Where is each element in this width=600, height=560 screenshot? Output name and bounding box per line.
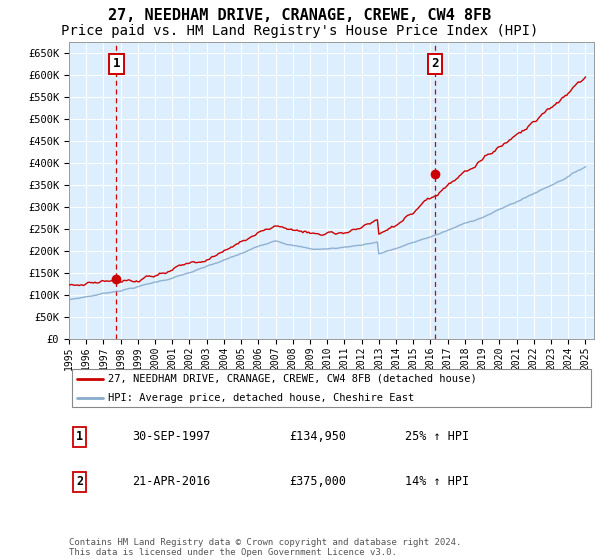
Text: £134,950: £134,950 [290, 431, 347, 444]
Text: 14% ↑ HPI: 14% ↑ HPI [405, 475, 469, 488]
Text: 30-SEP-1997: 30-SEP-1997 [132, 431, 211, 444]
Text: 1: 1 [76, 431, 83, 444]
Text: Contains HM Land Registry data © Crown copyright and database right 2024.
This d: Contains HM Land Registry data © Crown c… [69, 538, 461, 557]
Text: £375,000: £375,000 [290, 475, 347, 488]
Text: 27, NEEDHAM DRIVE, CRANAGE, CREWE, CW4 8FB: 27, NEEDHAM DRIVE, CRANAGE, CREWE, CW4 8… [109, 8, 491, 24]
Text: 2: 2 [76, 475, 83, 488]
Text: HPI: Average price, detached house, Cheshire East: HPI: Average price, detached house, Ches… [109, 393, 415, 403]
Text: 25% ↑ HPI: 25% ↑ HPI [405, 431, 469, 444]
Text: 2: 2 [431, 58, 439, 71]
FancyBboxPatch shape [71, 369, 592, 407]
Text: 27, NEEDHAM DRIVE, CRANAGE, CREWE, CW4 8FB (detached house): 27, NEEDHAM DRIVE, CRANAGE, CREWE, CW4 8… [109, 374, 477, 384]
Text: 1: 1 [113, 58, 120, 71]
Text: Price paid vs. HM Land Registry's House Price Index (HPI): Price paid vs. HM Land Registry's House … [61, 24, 539, 38]
Text: 21-APR-2016: 21-APR-2016 [132, 475, 211, 488]
